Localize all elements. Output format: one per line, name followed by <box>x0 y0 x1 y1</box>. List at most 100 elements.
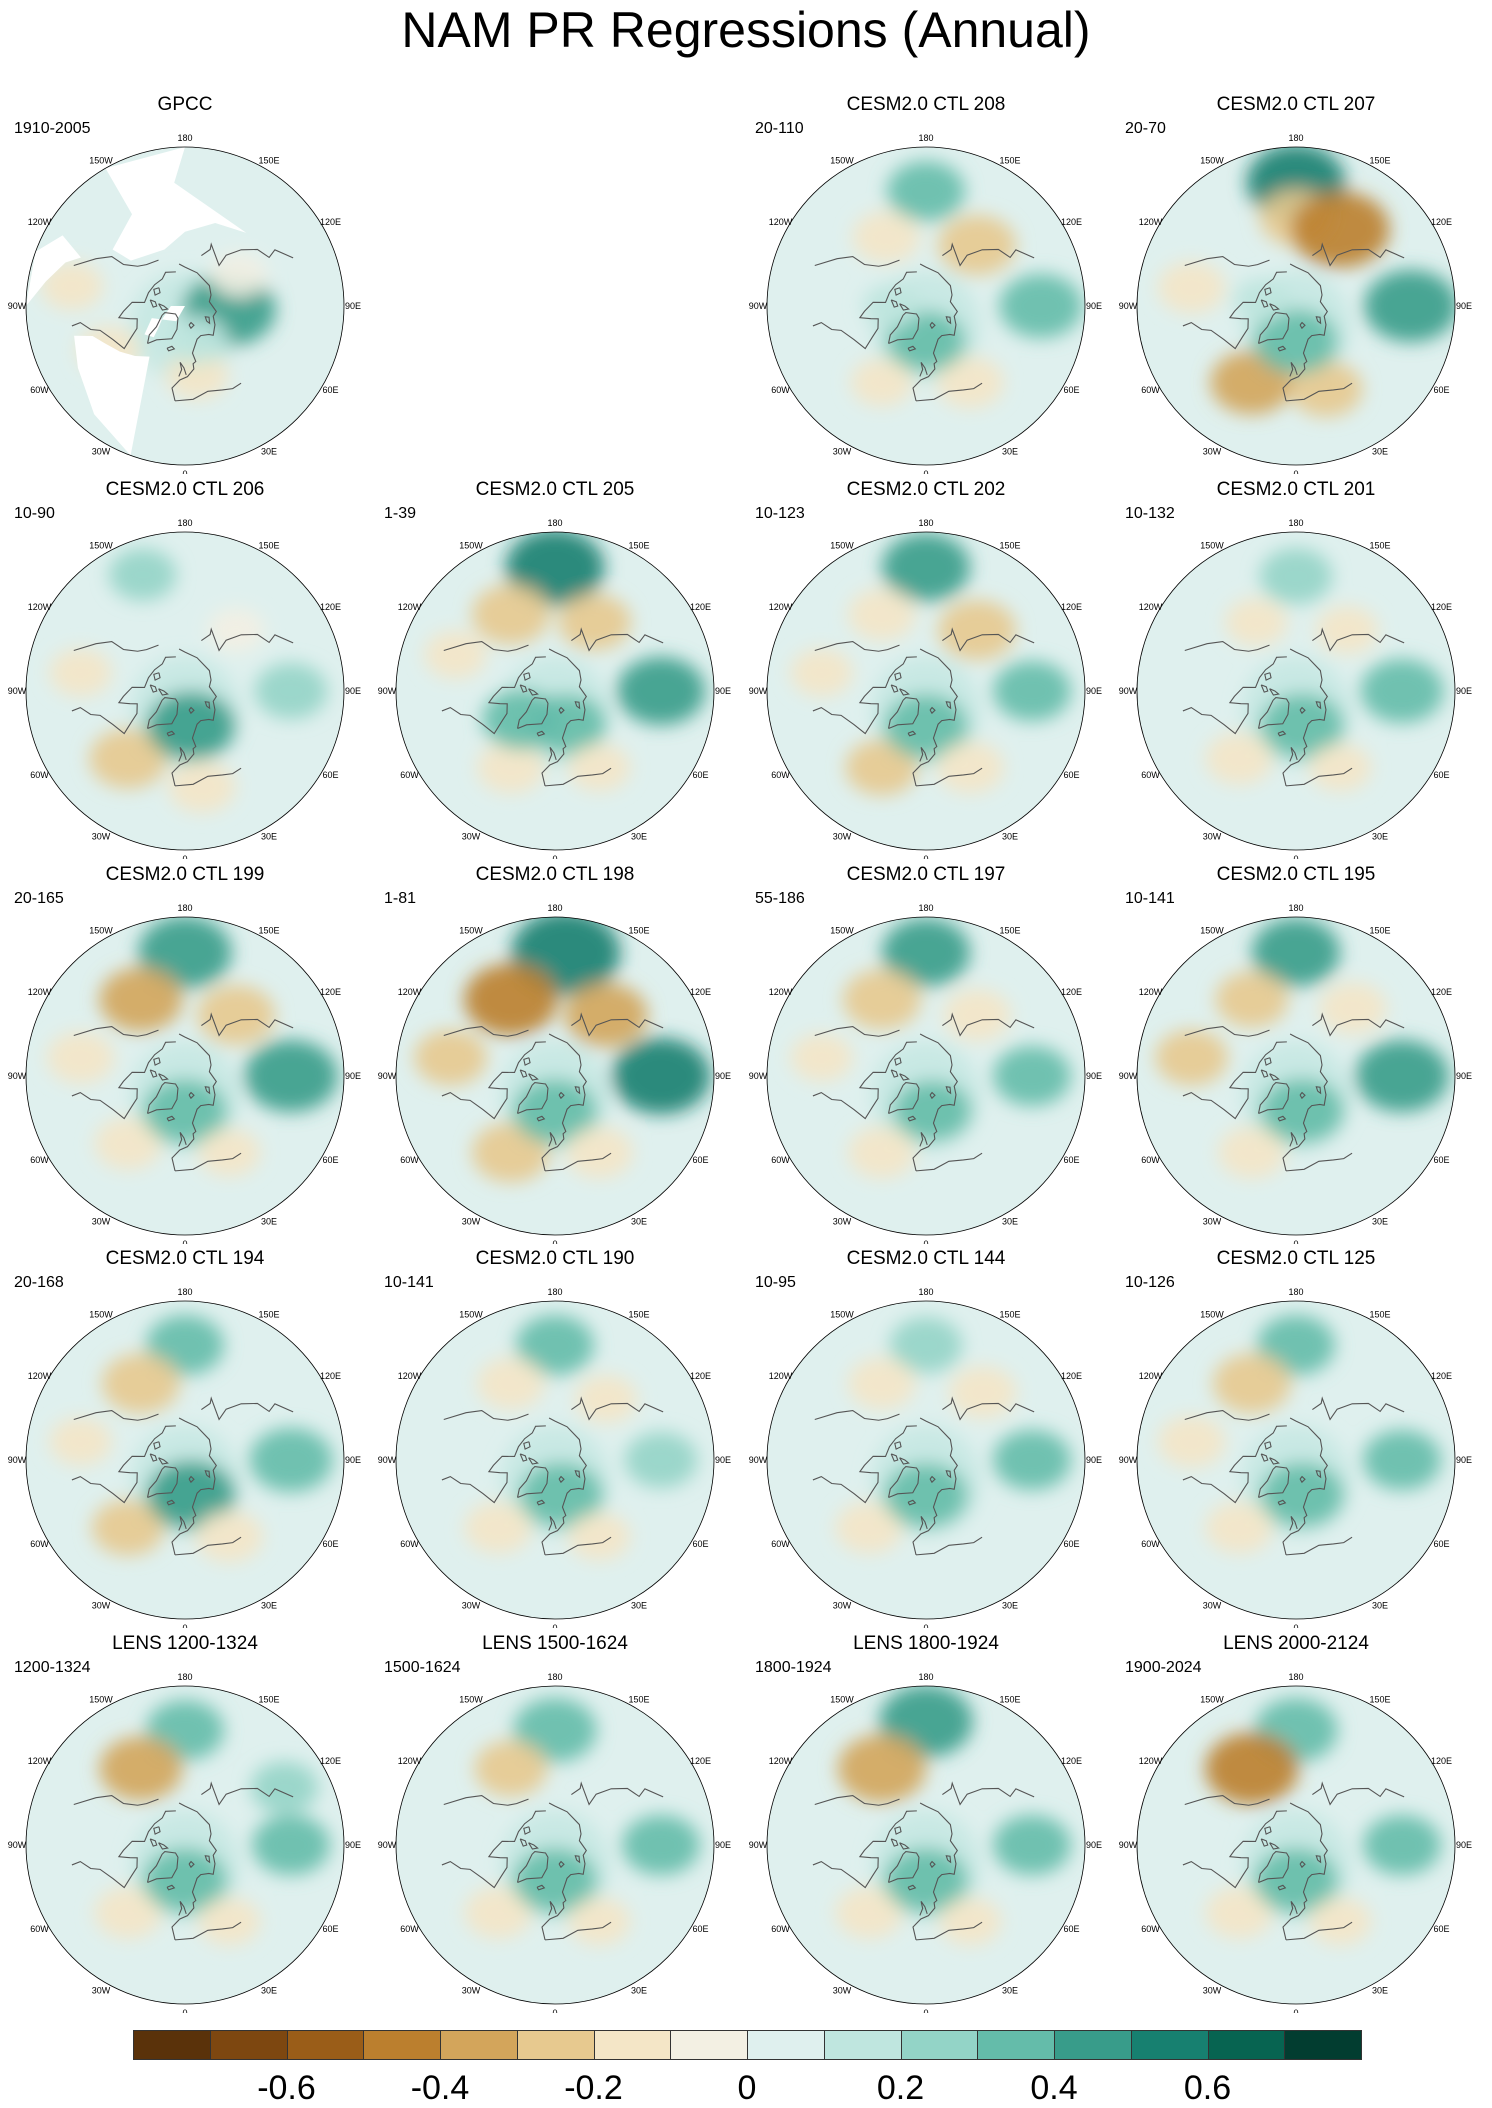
longitude-label: 30W <box>92 1600 111 1610</box>
missing-data-region <box>74 335 150 456</box>
anomaly-blob <box>424 630 487 679</box>
anomaly-blob <box>464 1501 533 1554</box>
coastline <box>71 1041 176 1120</box>
longitude-label: 30W <box>1203 1600 1222 1610</box>
longitude-label: 60W <box>30 1155 49 1165</box>
coastline <box>1269 1842 1280 1850</box>
longitude-label: 30E <box>261 446 277 456</box>
longitude-label: 120E <box>320 1756 341 1766</box>
longitude-label: 120E <box>320 987 341 997</box>
longitude-label: 60E <box>322 1539 338 1549</box>
longitude-label: 60E <box>692 1924 708 1934</box>
anomaly-blob <box>1363 1430 1441 1490</box>
polar-map: 180 150E 120E 90E 60E 30E 0 30W 60W 90W 120W 150W <box>1119 1287 1472 1628</box>
longitude-label: 0 <box>923 1623 928 1628</box>
coastline <box>1285 1921 1353 1941</box>
colorbar-swatch <box>1054 2030 1132 2060</box>
coastline <box>894 672 902 681</box>
longitude-label: 30W <box>1203 446 1222 456</box>
longitude-label: 120W <box>769 987 793 997</box>
map-panel: CESM2.0 CTL 195 180 150E 120E 90E 60E 30E 0 30W 6… <box>1111 864 1481 1244</box>
anomaly-blob <box>893 1080 972 1141</box>
anomaly-blob <box>1364 270 1455 342</box>
longitude-label: 90E <box>345 1071 361 1081</box>
colorbar-swatch <box>516 2030 595 2060</box>
coastline <box>945 1086 952 1095</box>
longitude-label: 90W <box>1119 686 1138 696</box>
longitude-label: 150E <box>1369 1310 1390 1320</box>
coastline <box>1282 648 1328 787</box>
coastline <box>201 627 294 652</box>
longitude-label: 30E <box>1372 831 1388 841</box>
coastline <box>188 706 195 715</box>
longitude-label: 120E <box>690 602 711 612</box>
coastline <box>915 1536 983 1556</box>
coastline <box>443 1026 529 1037</box>
longitude-label: 150W <box>459 1695 483 1705</box>
panel-title: CESM2.0 CTL 208 <box>846 94 1006 115</box>
coastline <box>915 382 983 402</box>
coastline <box>929 1860 936 1869</box>
coastline <box>166 1499 176 1506</box>
polar-map: 180 150E 120E 90E 60E 30E 0 30W 60W 90W 120W 150W <box>8 133 361 474</box>
map-panel: GPCC 180 150E 120E 90E 60E 30E 0 30W 60W 90W 120W 15… <box>0 94 370 474</box>
longitude-label: 60E <box>1433 1155 1449 1165</box>
panel-years: 55-186 <box>755 890 805 907</box>
coastline <box>919 1901 928 1916</box>
polar-map: 180 150E 120E 90E 60E 30E 0 30W 60W 90W 120W 150W <box>749 1287 1102 1628</box>
colorbar-swatch <box>286 2030 365 2060</box>
coastline <box>178 362 187 377</box>
coastline <box>1289 1516 1298 1531</box>
longitude-label: 30E <box>631 1216 647 1226</box>
longitude-label: 90W <box>8 1071 27 1081</box>
coastline <box>204 316 211 325</box>
anomaly-blob <box>835 1886 904 1939</box>
anomaly-blob <box>936 356 1004 409</box>
panel-title: CESM2.0 CTL 195 <box>1216 864 1376 885</box>
coastline <box>1257 1850 1290 1883</box>
panel-title: CESM2.0 CTL 194 <box>105 1248 265 1269</box>
map-panel: LENS 1800-1924 180 150E 120E 90E 60E 30E 0 30W 60… <box>741 1633 1111 2013</box>
coastline <box>1315 701 1322 710</box>
anomaly-blob <box>884 1463 968 1528</box>
coastline <box>894 1441 902 1450</box>
longitude-label: 0 <box>182 1239 187 1244</box>
coastline <box>912 1033 958 1172</box>
coastline <box>158 688 169 696</box>
longitude-label: 150W <box>830 926 854 936</box>
longitude-label: 60W <box>400 770 419 780</box>
coastline <box>1289 362 1298 377</box>
anomaly-blob <box>1355 1040 1449 1112</box>
longitude-label: 120W <box>398 987 422 997</box>
coastline <box>548 1901 557 1916</box>
longitude-label: 90E <box>1086 1071 1102 1081</box>
longitude-label: 150W <box>89 926 113 936</box>
anomaly-blob <box>1215 971 1289 1028</box>
anomaly-blob <box>519 1462 603 1527</box>
longitude-label: 60W <box>30 1924 49 1934</box>
longitude-label: 180 <box>1288 903 1303 913</box>
missing-data-region <box>105 147 247 261</box>
longitude-label: 30W <box>1203 1216 1222 1226</box>
coastline <box>519 684 528 693</box>
anomaly-blob <box>1225 598 1288 647</box>
coastline <box>945 1855 952 1864</box>
longitude-label: 150W <box>830 1310 854 1320</box>
anomaly-blob <box>414 1029 488 1086</box>
coastline <box>1312 1396 1405 1421</box>
coastline <box>899 1457 910 1465</box>
coastline <box>558 706 565 715</box>
panel-title: CESM2.0 CTL 202 <box>846 479 1006 500</box>
coastline <box>1299 1860 1306 1869</box>
longitude-label: 150W <box>89 156 113 166</box>
map-boundary <box>25 1300 345 1620</box>
colorbar-swatch <box>1130 2030 1209 2060</box>
longitude-label: 30W <box>1203 831 1222 841</box>
coastline <box>1260 1453 1269 1462</box>
longitude-label: 90W <box>8 301 27 311</box>
longitude-label: 90E <box>1456 1840 1472 1850</box>
anomaly-blob <box>889 1317 963 1374</box>
coastline <box>812 1041 917 1120</box>
colorbar-tick-label: 0.2 <box>876 2069 925 2107</box>
panel-years: 10-126 <box>1125 1274 1175 1291</box>
